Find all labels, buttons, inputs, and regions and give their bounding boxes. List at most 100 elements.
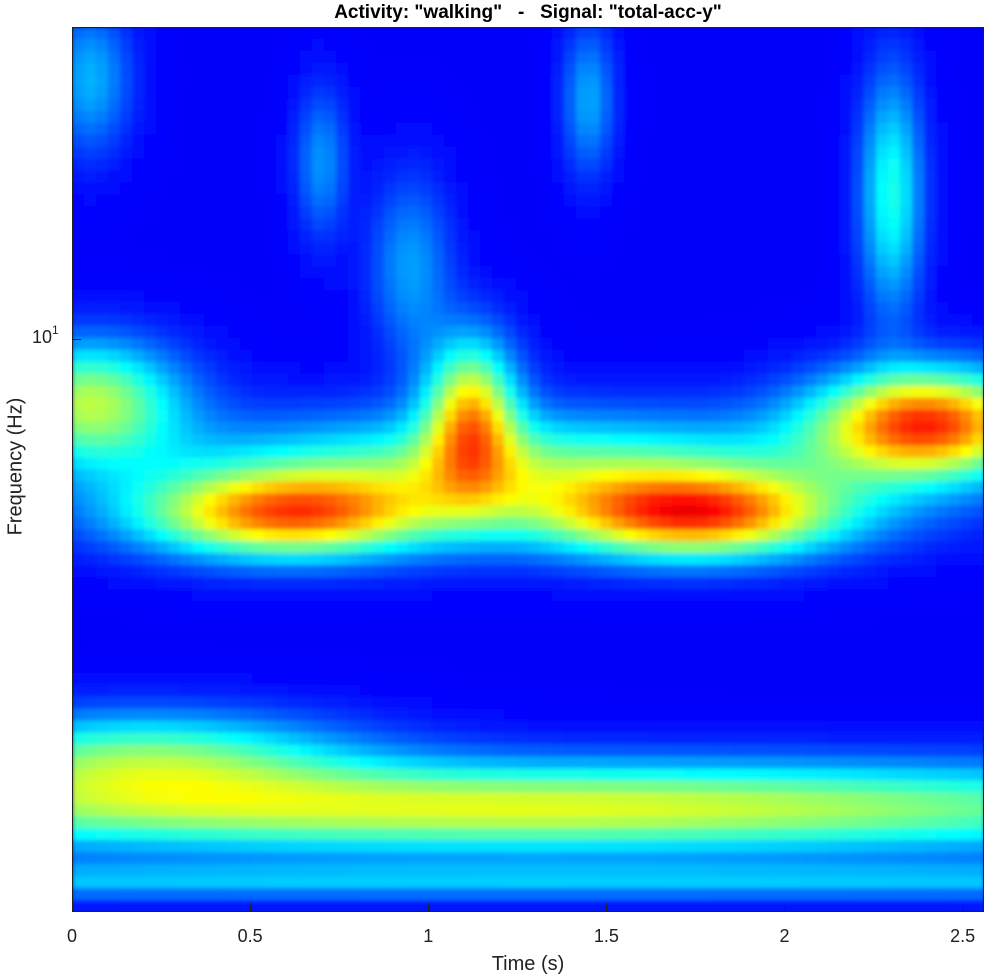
heatmap-cell xyxy=(588,517,601,531)
heatmap-cell xyxy=(780,445,793,459)
heatmap-cell xyxy=(864,230,877,244)
heatmap-cell xyxy=(240,720,253,734)
heatmap-cell xyxy=(216,768,229,782)
heatmap-cell xyxy=(516,230,529,244)
heatmap-cell xyxy=(204,182,217,196)
heatmap-cell xyxy=(288,804,301,818)
heatmap-cell xyxy=(504,27,517,40)
heatmap-cell xyxy=(192,38,205,52)
heatmap-cell xyxy=(96,98,109,112)
heatmap-cell xyxy=(840,577,853,590)
heatmap-cell xyxy=(708,624,721,638)
heatmap-cell xyxy=(84,457,97,471)
heatmap-cell xyxy=(804,86,817,100)
heatmap-cell xyxy=(780,170,793,184)
heatmap-cell xyxy=(84,361,97,375)
heatmap-cell xyxy=(348,565,361,578)
heatmap-cell xyxy=(672,720,685,734)
heatmap-cell xyxy=(516,290,529,303)
heatmap-cell xyxy=(672,385,685,399)
heatmap-cell xyxy=(156,636,169,650)
heatmap-cell xyxy=(84,158,97,172)
heatmap-cell xyxy=(324,469,337,483)
heatmap-cell xyxy=(732,720,745,734)
heatmap-cell xyxy=(396,27,409,40)
heatmap-cell xyxy=(516,421,529,435)
heatmap-cell xyxy=(156,266,169,279)
heatmap-cell xyxy=(540,218,553,232)
heatmap-cell xyxy=(216,158,229,172)
heatmap-cell xyxy=(864,433,877,447)
heatmap-cell xyxy=(396,38,409,52)
heatmap-cell xyxy=(336,493,349,507)
heatmap-cell xyxy=(564,314,577,327)
heatmap-cell xyxy=(648,218,661,232)
heatmap-cell xyxy=(492,493,505,507)
heatmap-cell xyxy=(912,792,925,806)
heatmap-cell xyxy=(600,720,613,734)
heatmap-cell xyxy=(96,768,109,782)
heatmap-cell xyxy=(312,110,325,124)
heatmap-cell xyxy=(828,134,841,148)
heatmap-cell xyxy=(456,122,469,136)
heatmap-cell xyxy=(540,469,553,483)
heatmap-cell xyxy=(912,565,925,578)
heatmap-cell xyxy=(756,720,769,734)
heatmap-cell xyxy=(108,553,121,566)
heatmap-cell xyxy=(672,74,685,88)
heatmap-cell xyxy=(576,565,589,578)
heatmap-cell xyxy=(144,278,157,291)
heatmap-cell xyxy=(312,708,325,722)
heatmap-cell xyxy=(180,457,193,471)
heatmap-cell xyxy=(288,337,301,351)
heatmap-cell xyxy=(84,421,97,435)
heatmap-cell xyxy=(600,337,613,351)
heatmap-cell xyxy=(936,541,949,555)
heatmap-cell xyxy=(144,302,157,315)
heatmap-cell xyxy=(504,708,517,722)
heatmap-cell xyxy=(480,146,493,160)
heatmap-cell xyxy=(888,361,901,375)
heatmap-cell xyxy=(96,266,109,279)
heatmap-cell xyxy=(264,708,277,722)
heatmap-cell xyxy=(360,469,373,483)
heatmap-cell xyxy=(960,481,973,495)
heatmap-cell xyxy=(492,696,505,710)
heatmap-cell xyxy=(612,314,625,327)
heatmap-cell xyxy=(624,613,637,626)
heatmap-cell xyxy=(312,445,325,459)
heatmap-cell xyxy=(288,636,301,650)
heatmap-cell xyxy=(228,744,241,758)
heatmap-cell xyxy=(900,302,913,315)
heatmap-cell xyxy=(624,792,637,806)
heatmap-cell xyxy=(288,433,301,447)
heatmap-cell xyxy=(456,624,469,638)
heatmap-cell xyxy=(180,660,193,674)
heatmap-cell xyxy=(204,684,217,698)
heatmap-cell xyxy=(756,337,769,351)
heatmap-cell xyxy=(468,38,481,52)
heatmap-cell xyxy=(348,361,361,375)
heatmap-cell xyxy=(84,74,97,88)
heatmap-cell xyxy=(636,242,649,256)
heatmap-cell xyxy=(660,409,673,423)
heatmap-cell xyxy=(336,565,349,578)
heatmap-cell xyxy=(480,433,493,447)
heatmap-cell xyxy=(744,361,757,375)
heatmap-cell xyxy=(360,636,373,650)
heatmap-cell xyxy=(624,290,637,303)
heatmap-cell xyxy=(300,110,313,124)
heatmap-cell xyxy=(240,62,253,76)
heatmap-cell xyxy=(600,696,613,710)
heatmap-cell xyxy=(384,182,397,196)
heatmap-cell xyxy=(948,397,961,411)
heatmap-cell xyxy=(852,792,865,806)
heatmap-cell xyxy=(624,756,637,770)
heatmap-cell xyxy=(912,122,925,136)
heatmap-cell xyxy=(564,792,577,806)
heatmap-cell xyxy=(360,541,373,555)
heatmap-cell xyxy=(372,325,385,339)
heatmap-cell xyxy=(912,457,925,471)
heatmap-cell xyxy=(600,194,613,208)
heatmap-cell xyxy=(492,720,505,734)
